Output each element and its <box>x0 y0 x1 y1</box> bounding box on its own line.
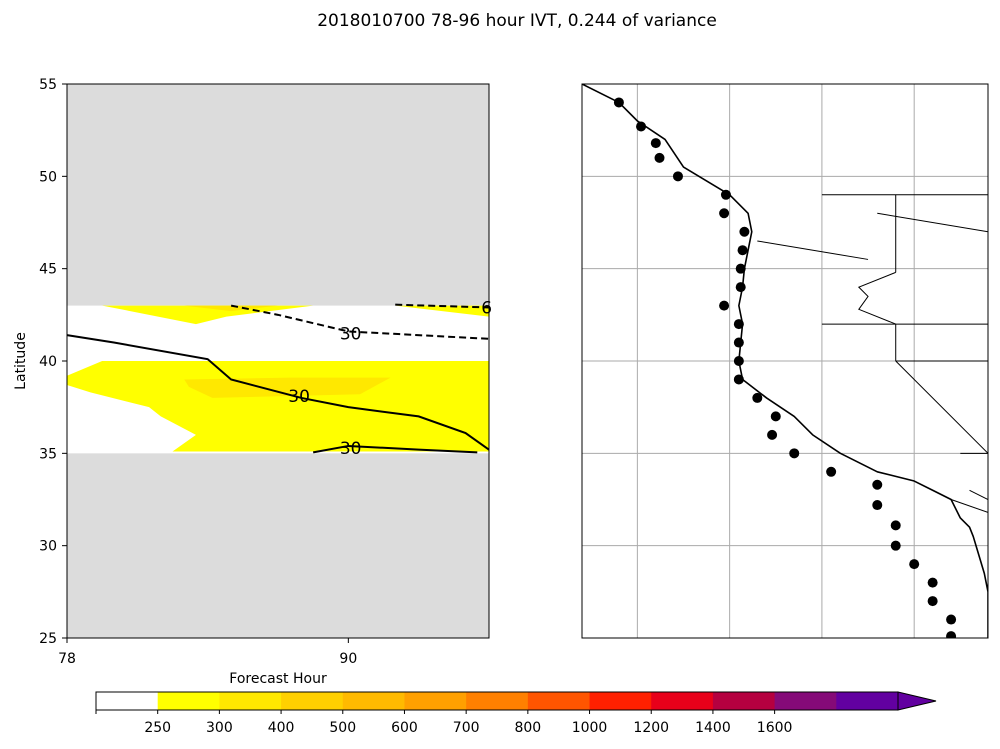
landfall-point <box>672 171 683 182</box>
landfall-point <box>733 337 744 348</box>
contour-label: 30 <box>340 324 362 344</box>
contour-label: 6 <box>481 298 492 318</box>
colorbar: 250 300 400 500 600 700 800 1000 1200 1400 1600 <box>95 691 937 736</box>
landfall-point <box>946 631 957 638</box>
landfall-point <box>767 429 778 440</box>
y-tick-label: 45 <box>39 262 57 278</box>
landfall-point <box>739 226 750 237</box>
colorbar-tick-label: 700 <box>453 720 480 736</box>
colorbar-tick-label: 1000 <box>572 720 608 736</box>
landfall-point <box>872 500 883 511</box>
colorbar-tick-label: 1600 <box>757 720 793 736</box>
y-tick-label: 50 <box>39 169 57 185</box>
contour-label: 30 <box>340 439 362 459</box>
coastline <box>582 84 988 638</box>
landfall-point <box>946 614 957 625</box>
landfall-point <box>927 577 938 588</box>
colorbar-segment <box>527 692 591 710</box>
x-tick-label: 90 <box>339 651 357 667</box>
ivt-filled-region <box>184 305 278 312</box>
landfall-point <box>735 282 746 293</box>
x-axis-label: Forecast Hour <box>229 671 327 687</box>
landfall-point <box>737 245 748 256</box>
state-border <box>895 360 988 454</box>
ivt-filled-region <box>67 361 489 452</box>
y-tick-label: 25 <box>39 631 57 647</box>
colorbar-segment <box>281 692 344 710</box>
figure-title: 2018010700 78-96 hour IVT, 0.244 of vari… <box>317 11 717 31</box>
landfall-point <box>613 97 624 108</box>
map-panel <box>581 83 989 639</box>
colorbar-segment <box>589 692 652 710</box>
colorbar-segment <box>219 692 282 710</box>
colorbar-segment <box>404 692 467 710</box>
colorbar-tick-label: 400 <box>268 720 295 736</box>
ivt-filled-region <box>184 377 391 398</box>
landfall-point <box>733 374 744 385</box>
landfall-point <box>826 466 837 477</box>
landfall-point <box>654 152 665 163</box>
landfall-point <box>650 138 661 149</box>
colorbar-tick-label: 1400 <box>695 720 731 736</box>
x-tick-label: 78 <box>58 651 76 667</box>
colorbar-segment <box>96 692 159 710</box>
landfall-point <box>872 479 883 490</box>
colorbar-frame <box>95 691 899 711</box>
landfall-point <box>752 392 763 403</box>
colorbar-extend-arrow <box>897 691 937 711</box>
colorbar-tick-label: 300 <box>206 720 233 736</box>
landfall-point <box>733 356 744 366</box>
landfall-point <box>719 208 730 219</box>
ivt-filled-region <box>395 305 489 317</box>
contour-line <box>312 444 478 454</box>
colorbar-tick-label: 800 <box>514 720 541 736</box>
colorbar-tick-label: 500 <box>329 720 356 736</box>
contour-panel: 30 30 30 6 25 30 35 40 45 50 55 78 90 Latitude For… <box>13 77 492 687</box>
colorbar-segment <box>774 692 837 710</box>
y-axis-label: Latitude <box>13 332 29 390</box>
colorbar-tick-label: 600 <box>391 720 418 736</box>
landfall-point <box>636 121 647 132</box>
y-tick-label: 55 <box>39 77 57 93</box>
landfall-point <box>733 319 744 330</box>
state-border <box>757 240 869 260</box>
colorbar-segment <box>342 692 405 710</box>
landfall-point <box>927 596 938 607</box>
ivt-filled-region <box>102 305 314 325</box>
colorbar-segment <box>466 692 529 710</box>
y-tick-label: 30 <box>39 539 57 555</box>
colorbar-tick-label: 1200 <box>633 720 669 736</box>
contour-label: 30 <box>288 387 310 407</box>
contour-line <box>66 334 490 451</box>
landfall-point <box>789 448 800 459</box>
contour-line <box>395 303 490 309</box>
y-tick-label: 40 <box>39 354 57 370</box>
landfall-point <box>890 540 901 551</box>
landfall-point <box>720 189 731 200</box>
state-border <box>857 271 896 325</box>
colorbar-segment <box>712 692 776 710</box>
y-tick-label: 35 <box>39 446 57 462</box>
landfall-point <box>890 520 901 531</box>
landfall-point <box>770 411 781 422</box>
colorbar-segment <box>836 692 899 710</box>
state-border <box>950 499 988 513</box>
colorbar-segment <box>651 692 714 710</box>
state-border <box>969 489 988 500</box>
colorbar-segment <box>157 692 220 710</box>
contour-line <box>230 304 490 340</box>
landfall-point <box>735 263 746 274</box>
map-frame <box>581 83 989 639</box>
colorbar-tick-label: 250 <box>144 720 171 736</box>
landfall-point <box>719 300 730 311</box>
landfall-point <box>909 559 920 570</box>
